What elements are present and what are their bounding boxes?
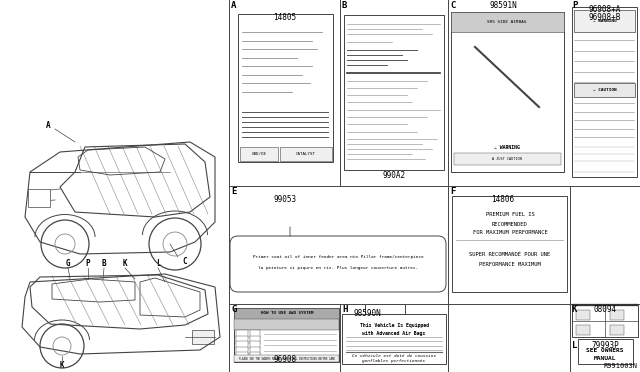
Bar [452,196,567,292]
Text: G: G [231,305,236,314]
Bar [610,325,624,335]
Bar [236,330,248,338]
Bar [234,355,339,362]
Text: PLEASE SEE THE OWNERS MANUAL FOR DETAIL INSTRUCTIONS BEFORE CARE: PLEASE SEE THE OWNERS MANUAL FOR DETAIL … [239,356,335,360]
Text: Ce véhicule est doté de coussins: Ce véhicule est doté de coussins [352,354,436,358]
Bar [250,352,260,360]
Text: H: H [342,305,348,314]
Text: CATALYST: CATALYST [296,152,316,156]
Bar [250,330,260,338]
Bar [236,341,248,349]
Text: 98590N: 98590N [353,310,381,318]
Text: P: P [572,1,577,10]
Bar [451,12,564,32]
Text: 99053: 99053 [273,196,296,205]
Text: PREMIUM FUEL IS: PREMIUM FUEL IS [486,212,534,218]
Text: Primer coat oil of inner fender area nto Pillar frame/centerpiece: Primer coat oil of inner fender area nto… [253,255,423,259]
Text: K: K [60,360,64,369]
Bar [610,310,624,320]
Text: SEE OWNERS: SEE OWNERS [586,347,624,353]
Text: A JUST CAUTION: A JUST CAUTION [492,157,522,161]
Text: la peinture si piqure en riz. Plus longeur couverture autres.: la peinture si piqure en riz. Plus longe… [258,266,418,270]
Bar [240,147,278,161]
Bar [250,341,260,349]
Bar [574,83,635,97]
Text: C: C [450,1,456,10]
Text: P: P [86,260,90,269]
Text: 14805: 14805 [273,13,296,22]
Bar [236,336,248,343]
Text: L: L [572,341,577,350]
Text: FOR MAXIMUM PERFORMANCE: FOR MAXIMUM PERFORMANCE [472,231,547,235]
Text: with Advanced Air Bags: with Advanced Air Bags [362,330,426,336]
Text: B: B [342,1,348,10]
Text: 98591N: 98591N [489,0,517,10]
Bar [250,336,260,343]
Text: ⚠ CAUTION: ⚠ CAUTION [593,88,617,92]
Text: SRS SIDE AIRBAG: SRS SIDE AIRBAG [487,20,527,24]
Bar [454,153,561,165]
Text: This Vehicle Is Equipped: This Vehicle Is Equipped [360,324,429,328]
Text: B: B [102,260,106,269]
Text: K: K [572,305,577,314]
Bar [578,339,633,364]
Bar [234,308,339,362]
Text: OBD/OE: OBD/OE [252,152,266,156]
Bar [572,305,638,337]
Bar [572,7,637,177]
Text: 08094: 08094 [593,305,616,314]
Text: F: F [450,187,456,196]
Bar [192,330,214,344]
Bar [234,319,339,330]
Bar [28,189,50,207]
Text: HOW TO USE 4WD SYSTEM: HOW TO USE 4WD SYSTEM [260,311,313,315]
Text: ⚠ WARNING: ⚠ WARNING [593,19,617,23]
Bar [574,10,635,32]
Text: PERFORMANCE MAXIMUM: PERFORMANCE MAXIMUM [479,262,541,266]
Text: MANUAL: MANUAL [594,356,616,362]
Bar [365,304,405,314]
Text: 96908+B: 96908+B [589,13,621,22]
Bar [576,325,590,335]
Bar [576,310,590,320]
Text: 96908: 96908 [273,356,296,365]
FancyBboxPatch shape [230,236,446,292]
Text: L: L [156,260,160,269]
Bar [236,346,248,355]
Text: ⚠ WARNING: ⚠ WARNING [494,144,520,150]
Bar [344,15,444,170]
Text: A: A [45,121,51,129]
Bar [250,346,260,355]
Text: R991003N: R991003N [604,363,638,369]
Text: K: K [123,260,127,269]
Text: 14806: 14806 [492,196,515,205]
Bar [451,12,564,172]
Bar [280,147,332,161]
Text: E: E [231,187,236,196]
Bar [342,314,446,364]
Text: G: G [66,260,70,269]
Bar [238,14,333,162]
Bar [572,304,638,306]
Text: gonflables perfectionnés: gonflables perfectionnés [362,359,426,363]
Bar [234,308,339,319]
Text: SUPER RECOMMANDÉ POUR UNE: SUPER RECOMMANDÉ POUR UNE [469,251,550,257]
Text: 96908+A: 96908+A [589,4,621,13]
Text: 990A2: 990A2 [383,171,406,180]
Text: A: A [231,1,236,10]
Text: 79993P: 79993P [591,341,619,350]
Text: RECOMMENDED: RECOMMENDED [492,221,528,227]
Text: C: C [182,257,188,266]
Bar [236,352,248,360]
